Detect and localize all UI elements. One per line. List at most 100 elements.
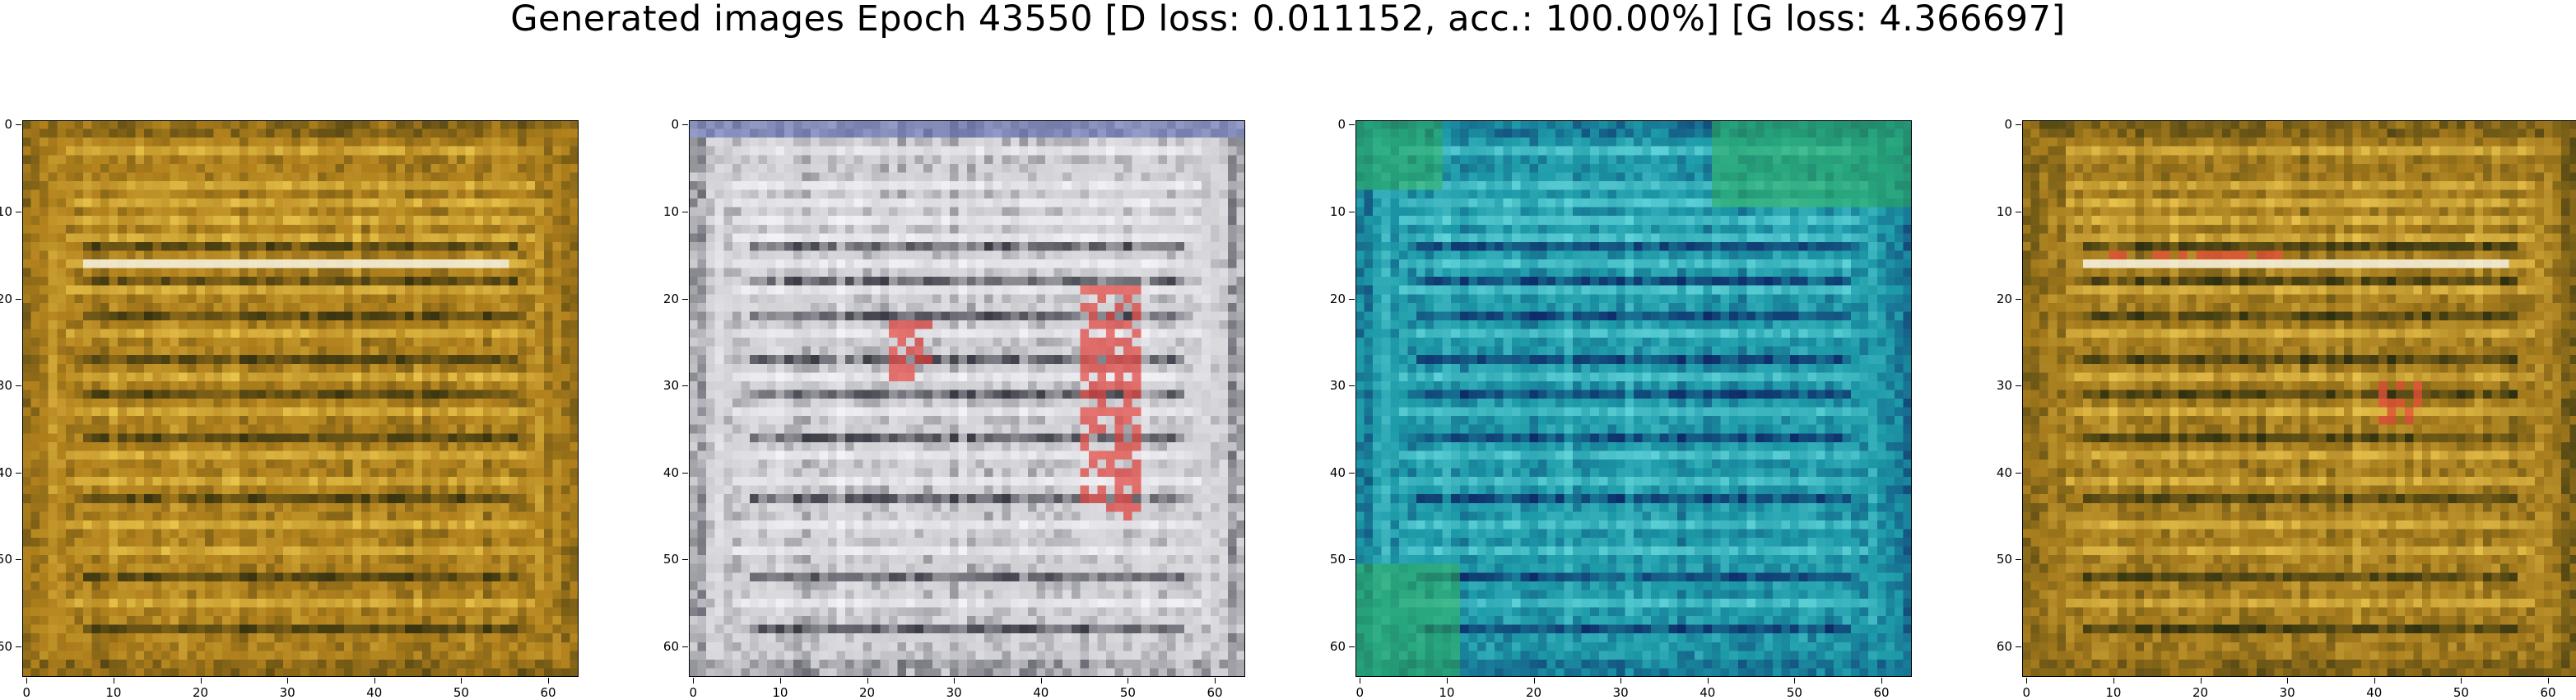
y-tick-mark <box>682 124 688 126</box>
y-tick-label: 0 <box>4 117 12 133</box>
generated-image-3 <box>1355 120 1912 677</box>
y-tick-label: 10 <box>1329 203 1346 219</box>
image-panel-1: 0 0 10 10 20 20 30 30 40 40 50 50 60 60 <box>0 119 579 699</box>
y-tick-mark <box>16 385 21 387</box>
y-tick-label: 50 <box>0 552 12 567</box>
x-tick-label: 10 <box>2105 685 2122 700</box>
y-tick-label: 50 <box>663 552 679 567</box>
x-tick-label: 20 <box>2192 685 2209 700</box>
x-tick-mark <box>779 678 781 684</box>
x-tick-mark <box>374 678 375 684</box>
x-tick-mark <box>1533 678 1535 684</box>
y-tick-mark <box>682 559 688 561</box>
x-tick-mark <box>26 678 28 684</box>
x-tick-mark <box>867 678 868 684</box>
y-tick-label: 20 <box>1329 291 1346 306</box>
y-tick-label: 30 <box>0 378 12 394</box>
y-tick-mark <box>682 472 688 474</box>
x-tick-mark <box>2461 678 2462 684</box>
x-tick-mark <box>2548 678 2550 684</box>
x-tick-label: 50 <box>2453 685 2469 700</box>
x-tick-label: 0 <box>1355 685 1365 700</box>
x-tick-mark <box>200 678 202 684</box>
x-tick-label: 40 <box>1033 685 1049 700</box>
x-tick-mark <box>1040 678 1042 684</box>
x-tick-label: 10 <box>105 685 122 700</box>
x-tick-mark <box>693 678 695 684</box>
y-tick-label: 60 <box>663 639 679 655</box>
y-tick-label: 50 <box>1996 552 2012 567</box>
y-tick-label: 40 <box>663 464 679 480</box>
y-tick-label: 60 <box>1996 639 2012 655</box>
x-tick-mark <box>1794 678 1796 684</box>
y-tick-mark <box>16 124 21 126</box>
y-tick-mark <box>1349 385 1355 387</box>
x-tick-label: 50 <box>1786 685 1802 700</box>
y-tick-mark <box>16 646 21 648</box>
x-tick-label: 30 <box>1612 685 1629 700</box>
y-tick-mark <box>1349 124 1355 126</box>
x-tick-label: 20 <box>1525 685 1542 700</box>
x-tick-label: 60 <box>2540 685 2556 700</box>
y-tick-mark <box>1349 646 1355 648</box>
x-tick-label: 40 <box>366 685 383 700</box>
x-tick-label: 60 <box>1873 685 1890 700</box>
y-tick-mark <box>1349 472 1355 474</box>
x-tick-label: 60 <box>1207 685 1223 700</box>
y-tick-mark <box>16 559 21 561</box>
x-tick-mark <box>954 678 956 684</box>
y-tick-mark <box>2016 124 2021 126</box>
x-tick-mark <box>287 678 289 684</box>
x-tick-mark <box>1446 678 1448 684</box>
x-tick-label: 50 <box>453 685 469 700</box>
y-tick-label: 40 <box>1329 464 1346 480</box>
y-tick-mark <box>1349 298 1355 300</box>
y-tick-label: 10 <box>0 203 12 219</box>
y-tick-label: 30 <box>663 378 679 394</box>
x-tick-mark <box>2374 678 2375 684</box>
image-panel-3: 0 0 10 10 20 20 30 30 40 40 50 50 60 60 <box>1330 119 1912 699</box>
y-tick-mark <box>16 472 21 474</box>
y-tick-label: 30 <box>1996 378 2012 394</box>
y-tick-mark <box>1349 559 1355 561</box>
generated-image-1 <box>22 120 579 677</box>
x-tick-mark <box>2200 678 2202 684</box>
x-tick-label: 30 <box>279 685 295 700</box>
image-panel-2: 0 0 10 10 20 20 30 30 40 40 50 50 60 60 <box>663 119 1245 699</box>
x-tick-label: 40 <box>2366 685 2383 700</box>
y-tick-mark <box>682 646 688 648</box>
image-panel-4: 0 0 10 10 20 20 30 30 40 40 50 50 60 60 <box>1997 119 2576 699</box>
x-tick-label: 0 <box>22 685 31 700</box>
x-tick-label: 10 <box>1439 685 1455 700</box>
y-tick-mark <box>2016 559 2021 561</box>
x-tick-label: 10 <box>772 685 788 700</box>
x-tick-mark <box>461 678 463 684</box>
y-tick-mark <box>2016 472 2021 474</box>
y-tick-label: 40 <box>1996 464 2012 480</box>
x-tick-mark <box>2113 678 2114 684</box>
x-tick-mark <box>548 678 550 684</box>
y-tick-label: 10 <box>1996 203 2012 219</box>
y-tick-label: 20 <box>663 291 679 306</box>
x-tick-label: 30 <box>2279 685 2295 700</box>
y-tick-label: 0 <box>671 117 679 133</box>
y-tick-mark <box>682 385 688 387</box>
x-tick-label: 50 <box>1119 685 1136 700</box>
y-tick-mark <box>2016 385 2021 387</box>
y-tick-label: 10 <box>663 203 679 219</box>
x-tick-mark <box>2287 678 2289 684</box>
x-tick-mark <box>1707 678 1709 684</box>
x-tick-mark <box>1881 678 1883 684</box>
y-tick-label: 60 <box>0 639 12 655</box>
y-tick-label: 0 <box>2004 117 2012 133</box>
generated-image-4 <box>2022 120 2576 677</box>
x-tick-mark <box>1215 678 1216 684</box>
y-tick-label: 40 <box>0 464 12 480</box>
x-tick-mark <box>2026 678 2028 684</box>
y-tick-label: 50 <box>1329 552 1346 567</box>
x-tick-label: 20 <box>192 685 209 700</box>
x-tick-label: 0 <box>2022 685 2031 700</box>
y-tick-label: 30 <box>1329 378 1346 394</box>
generated-image-2 <box>689 120 1245 677</box>
x-tick-mark <box>1620 678 1622 684</box>
